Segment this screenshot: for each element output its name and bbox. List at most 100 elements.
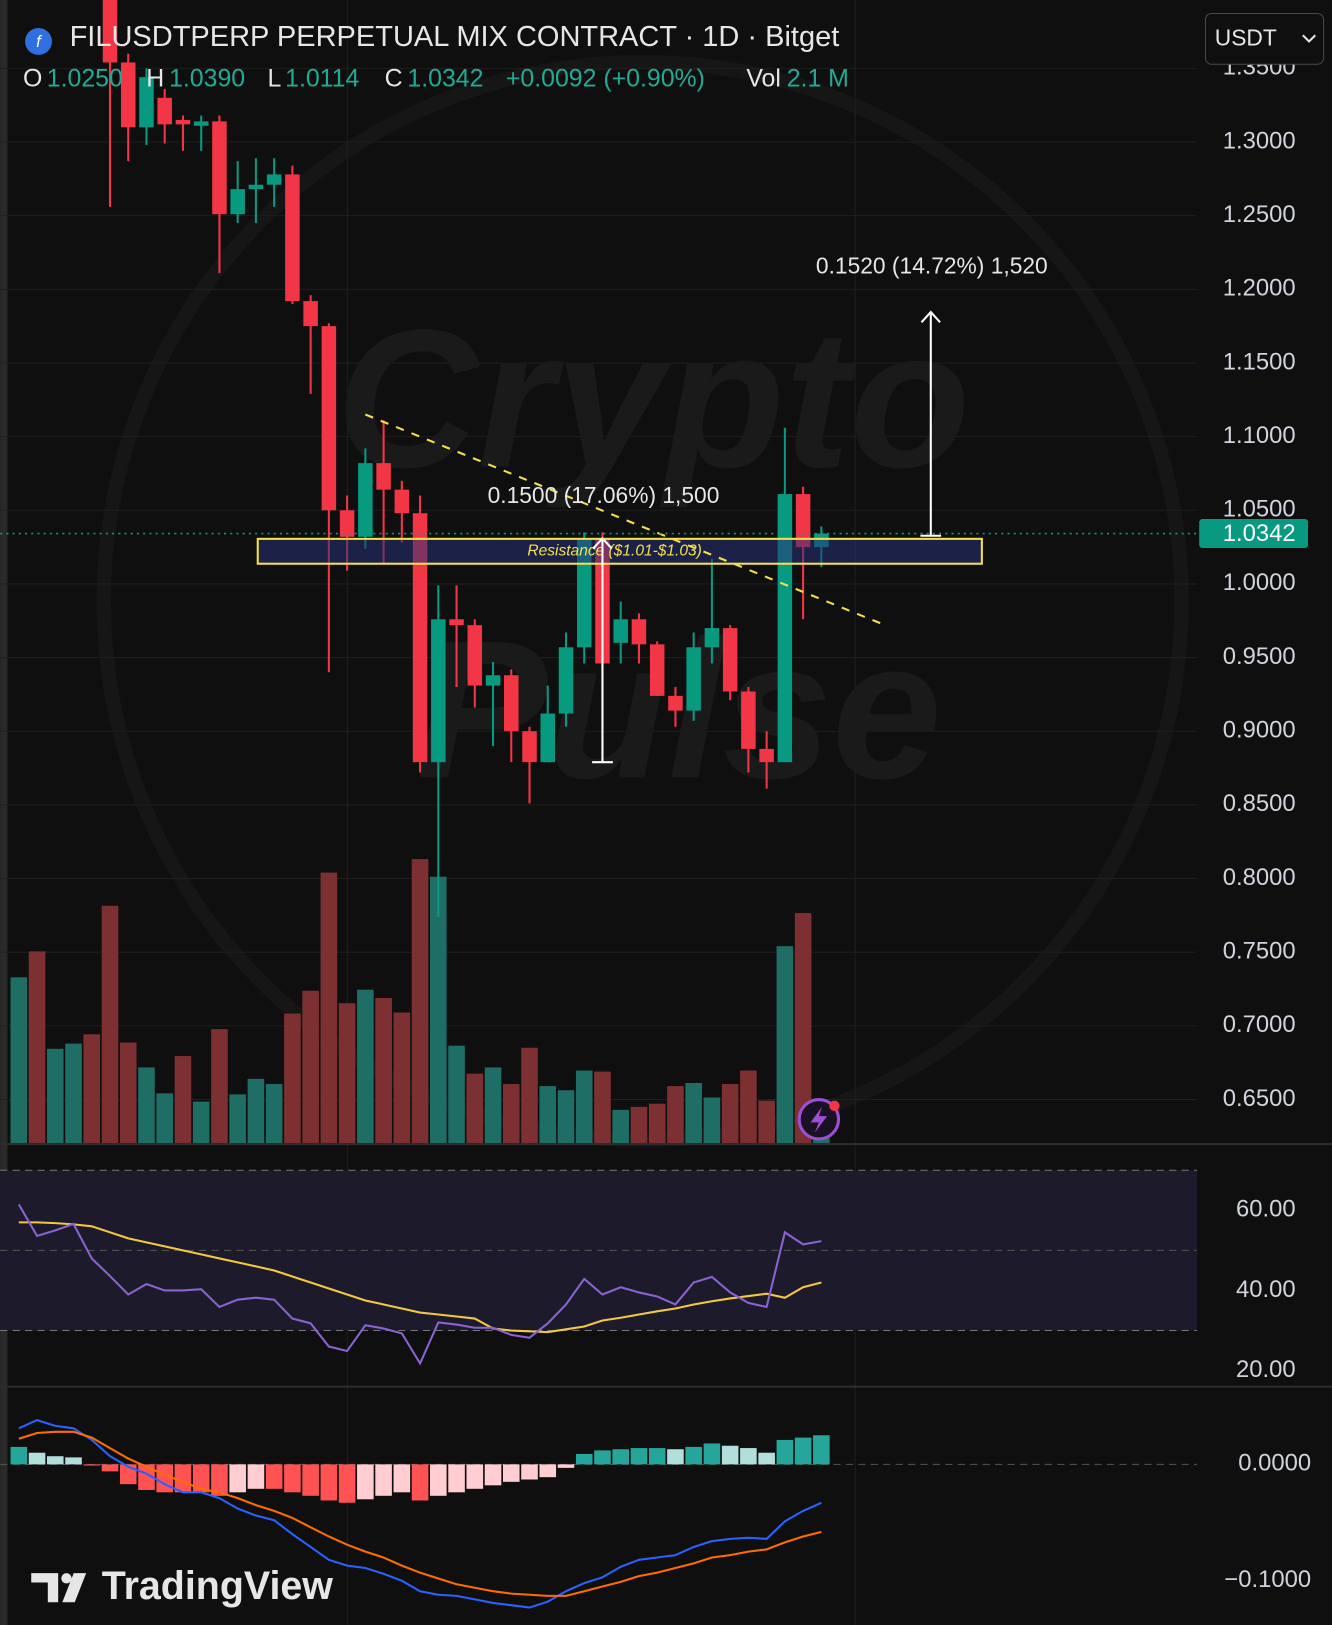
legend-value: 1.0342 (407, 64, 483, 92)
chart-title: FILUSDTPERP PERPETUAL MIX CONTRACT · 1D … (70, 21, 840, 53)
volume-bar (265, 1084, 283, 1144)
y-tick-label: 60.00 (1236, 1196, 1296, 1223)
volume-bar (740, 1070, 757, 1144)
y-tick-label: 0.9000 (1223, 717, 1296, 744)
histogram-bar (776, 1439, 794, 1465)
y-tick-label: 0.6500 (1223, 1085, 1296, 1112)
y-tick-label: −0.1000 (1224, 1566, 1311, 1593)
volume-bar (484, 1067, 502, 1144)
candle-body (795, 494, 811, 548)
histogram-bar (575, 1453, 593, 1465)
trend-line (364, 413, 888, 627)
histogram-bar (521, 1464, 538, 1480)
legend-key: H (146, 64, 164, 92)
candle-body (631, 619, 647, 645)
volume-bar (284, 1013, 301, 1144)
candle-body (540, 713, 556, 763)
histogram-bar (28, 1452, 46, 1465)
legend-key: O (23, 64, 42, 92)
rsi-line (17, 1203, 822, 1366)
histogram-bar (648, 1448, 666, 1465)
brand-mark-dot (61, 1573, 72, 1584)
currency-dropdown[interactable]: USDT (1204, 12, 1325, 65)
volume-bar (612, 1109, 630, 1144)
histogram-bar (174, 1464, 192, 1493)
dropdown-label[interactable]: USDT (1215, 24, 1277, 50)
histogram-bar (448, 1464, 465, 1493)
volume-bar (83, 1034, 101, 1144)
price-tag-label: 1.0342 (1223, 520, 1296, 547)
brand-text: TradingView (102, 1564, 334, 1608)
histogram-bar (46, 1456, 64, 1465)
histogram-bar (375, 1464, 392, 1496)
candle-body (139, 77, 154, 128)
legend-change: +0.0092 (+0.90%) (506, 64, 705, 92)
histogram-bar (101, 1464, 119, 1472)
candle-body (522, 731, 537, 763)
histogram-bar (667, 1449, 684, 1465)
left-edge (0, 0, 8, 1625)
volume-bar (247, 1078, 265, 1144)
candle-body (248, 184, 264, 190)
histogram-bar (302, 1464, 319, 1496)
dropdown-box[interactable] (1204, 12, 1325, 65)
volume-bar (156, 1093, 174, 1144)
candle-body (504, 675, 519, 732)
volume-bar (138, 1067, 155, 1144)
candle-body (212, 121, 227, 215)
candle-body (412, 513, 428, 763)
watermark: Crypto (336, 289, 970, 509)
histogram-bar (484, 1464, 502, 1486)
alert-dot[interactable] (829, 1100, 840, 1111)
histogram-bar (320, 1464, 338, 1501)
volume-bar (794, 913, 812, 1144)
histogram-bar (83, 1464, 101, 1466)
legend-key: C (385, 64, 403, 92)
candle-body (376, 463, 391, 490)
candle-body (649, 644, 665, 696)
y-tick-label: 0.8500 (1223, 790, 1296, 817)
volume-bar (703, 1097, 721, 1144)
candle-body (303, 301, 318, 327)
y-tick-label: 0.8000 (1223, 864, 1296, 891)
volume-bar (685, 1082, 702, 1144)
y-tick-label: 20.00 (1236, 1356, 1296, 1383)
volume-bar (28, 951, 46, 1144)
symbol-icon-glyph: f (36, 32, 43, 51)
histogram-bar (338, 1464, 356, 1503)
dropdown-caret[interactable] (1302, 34, 1317, 43)
candle-body (485, 675, 501, 686)
volume-bar (10, 977, 28, 1144)
histogram-bar (703, 1443, 721, 1465)
volume-bar (630, 1106, 648, 1144)
candle-body (339, 510, 355, 537)
measure-label: 0.1520 (14.72%) 1,520 (816, 252, 1048, 278)
volume-bar (539, 1086, 557, 1144)
symbol-icon (25, 27, 52, 55)
alert-button[interactable] (797, 1098, 841, 1141)
candle-body (759, 748, 774, 763)
histogram-bar (357, 1464, 374, 1500)
volume-bar (338, 1003, 356, 1144)
alert-bolt[interactable] (810, 1106, 828, 1133)
legend-value: 1.0114 (285, 64, 359, 92)
y-tick-label: 1.2500 (1223, 201, 1296, 228)
macd-line (18, 1419, 822, 1609)
volume-bar (192, 1101, 210, 1144)
volume-bar (557, 1090, 575, 1144)
histogram-bar (411, 1464, 429, 1501)
histogram-bar (794, 1437, 812, 1465)
volume-bar (594, 1071, 611, 1144)
legend-key: Vol (746, 64, 781, 92)
candle-body (266, 174, 282, 185)
candle-body (193, 121, 209, 126)
histogram-bar (630, 1448, 648, 1465)
resistance-label: Resistance ($1.01-$1.03) (527, 542, 701, 559)
histogram-bar (813, 1435, 830, 1465)
legend-value: 1.0390 (169, 64, 245, 92)
candle-body (431, 619, 446, 763)
volume-bar (101, 905, 119, 1144)
volume-bar (667, 1086, 684, 1144)
